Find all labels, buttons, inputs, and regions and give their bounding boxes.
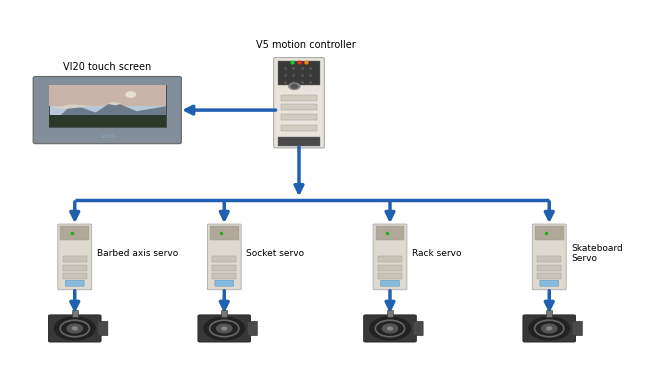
FancyBboxPatch shape bbox=[413, 321, 423, 336]
FancyBboxPatch shape bbox=[278, 61, 320, 85]
Circle shape bbox=[67, 324, 83, 333]
Circle shape bbox=[370, 317, 410, 340]
FancyBboxPatch shape bbox=[221, 310, 228, 317]
Circle shape bbox=[529, 317, 569, 340]
FancyBboxPatch shape bbox=[540, 280, 558, 286]
FancyBboxPatch shape bbox=[63, 273, 86, 279]
FancyBboxPatch shape bbox=[378, 265, 402, 271]
Text: V5 motion controller: V5 motion controller bbox=[255, 40, 356, 50]
FancyBboxPatch shape bbox=[381, 280, 399, 286]
Circle shape bbox=[126, 92, 135, 97]
FancyBboxPatch shape bbox=[33, 77, 181, 144]
Text: Socket servo: Socket servo bbox=[246, 249, 304, 258]
FancyBboxPatch shape bbox=[274, 58, 324, 148]
Text: VI20 touch screen: VI20 touch screen bbox=[63, 62, 151, 72]
FancyBboxPatch shape bbox=[546, 310, 552, 317]
FancyBboxPatch shape bbox=[49, 116, 166, 127]
Circle shape bbox=[387, 327, 393, 330]
Text: Rack servo: Rack servo bbox=[412, 249, 462, 258]
Circle shape bbox=[541, 324, 557, 333]
FancyBboxPatch shape bbox=[213, 265, 236, 271]
Circle shape bbox=[382, 324, 398, 333]
FancyBboxPatch shape bbox=[535, 225, 564, 240]
FancyBboxPatch shape bbox=[98, 321, 108, 336]
Polygon shape bbox=[49, 101, 166, 127]
FancyBboxPatch shape bbox=[207, 224, 241, 290]
FancyBboxPatch shape bbox=[378, 273, 402, 279]
Circle shape bbox=[55, 317, 95, 340]
Text: Skateboard
Servo: Skateboard Servo bbox=[571, 244, 623, 263]
FancyBboxPatch shape bbox=[66, 280, 84, 286]
FancyBboxPatch shape bbox=[58, 224, 92, 290]
Circle shape bbox=[216, 324, 232, 333]
FancyBboxPatch shape bbox=[198, 315, 251, 342]
FancyBboxPatch shape bbox=[215, 280, 233, 286]
FancyBboxPatch shape bbox=[278, 137, 320, 146]
FancyBboxPatch shape bbox=[63, 256, 86, 262]
FancyBboxPatch shape bbox=[373, 224, 407, 290]
FancyBboxPatch shape bbox=[281, 103, 317, 110]
FancyBboxPatch shape bbox=[72, 310, 78, 317]
FancyBboxPatch shape bbox=[281, 95, 317, 101]
FancyBboxPatch shape bbox=[538, 273, 561, 279]
FancyBboxPatch shape bbox=[213, 256, 236, 262]
Circle shape bbox=[222, 327, 227, 330]
FancyBboxPatch shape bbox=[364, 315, 416, 342]
FancyBboxPatch shape bbox=[213, 273, 236, 279]
FancyBboxPatch shape bbox=[49, 315, 101, 342]
FancyBboxPatch shape bbox=[247, 321, 257, 336]
Circle shape bbox=[289, 83, 300, 90]
FancyBboxPatch shape bbox=[210, 225, 239, 240]
FancyBboxPatch shape bbox=[538, 256, 561, 262]
FancyBboxPatch shape bbox=[378, 256, 402, 262]
Text: VI20: VI20 bbox=[100, 134, 114, 139]
FancyBboxPatch shape bbox=[60, 225, 89, 240]
FancyBboxPatch shape bbox=[281, 125, 317, 131]
FancyBboxPatch shape bbox=[281, 114, 317, 120]
Circle shape bbox=[72, 327, 77, 330]
FancyBboxPatch shape bbox=[63, 265, 86, 271]
FancyBboxPatch shape bbox=[49, 86, 166, 127]
FancyBboxPatch shape bbox=[49, 86, 166, 106]
FancyBboxPatch shape bbox=[376, 225, 404, 240]
Polygon shape bbox=[107, 101, 122, 105]
Polygon shape bbox=[51, 104, 93, 109]
FancyBboxPatch shape bbox=[387, 310, 393, 317]
FancyBboxPatch shape bbox=[538, 265, 561, 271]
Circle shape bbox=[547, 327, 552, 330]
Circle shape bbox=[291, 84, 298, 88]
Circle shape bbox=[204, 317, 244, 340]
FancyBboxPatch shape bbox=[572, 321, 582, 336]
Text: Barbed axis servo: Barbed axis servo bbox=[97, 249, 178, 258]
FancyBboxPatch shape bbox=[532, 224, 566, 290]
FancyBboxPatch shape bbox=[523, 315, 575, 342]
